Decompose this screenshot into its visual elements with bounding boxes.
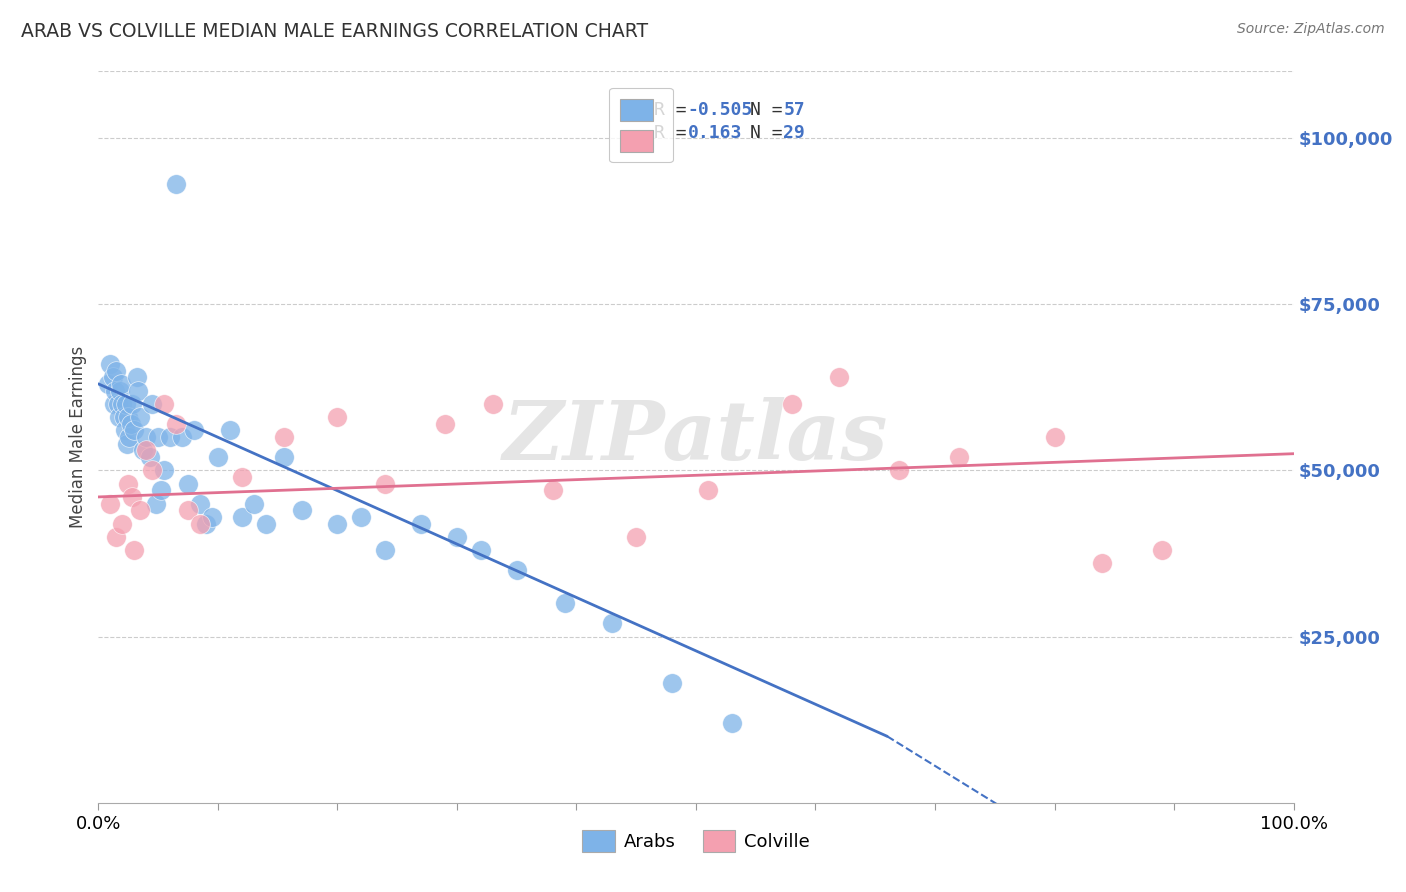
Point [231,509,253,524]
Point [98,497,122,511]
Point [1043,430,1066,444]
Point [188,497,211,511]
Text: -0.505: -0.505 [688,101,752,119]
Point [626,530,648,544]
Point [135,443,157,458]
Text: ARAB VS COLVILLE MEDIAN MALE EARNINGS CORRELATION CHART: ARAB VS COLVILLE MEDIAN MALE EARNINGS CO… [21,22,648,41]
Point [374,476,396,491]
Point [118,430,141,444]
Point [350,509,373,524]
Text: N =: N = [749,124,793,142]
Text: R =: R = [654,101,697,119]
Point [153,397,176,411]
Legend: Arabs, Colville: Arabs, Colville [575,823,817,860]
Point [183,424,205,438]
Point [121,397,143,411]
Point [141,397,163,411]
Point [207,450,229,464]
Point [326,410,349,425]
Point [165,417,187,431]
Point [107,397,129,411]
Point [104,384,127,398]
Point [97,376,120,391]
Point [506,563,529,577]
Point [326,516,349,531]
Point [172,430,194,444]
Point [127,384,149,398]
Point [112,410,135,425]
Point [254,516,277,531]
Point [114,424,136,438]
Point [481,397,505,411]
Text: 29: 29 [783,124,806,142]
Point [148,430,170,444]
Point [889,463,911,477]
Point [115,436,138,450]
Point [121,490,143,504]
Point [554,596,576,610]
Point [177,503,200,517]
Point [948,450,970,464]
Point [231,470,253,484]
Point [145,497,167,511]
Point [177,476,200,491]
Point [129,503,152,517]
Point [828,370,851,384]
Point [115,397,138,411]
Point [129,410,152,425]
Point [661,676,683,690]
Point [411,516,433,531]
Point [374,543,396,558]
Point [219,424,242,438]
Point [101,370,124,384]
Point [111,516,134,531]
Text: N =: N = [749,101,793,119]
Text: ZIPatlas: ZIPatlas [503,397,889,477]
Point [273,450,295,464]
Point [139,450,162,464]
Point [98,357,122,371]
Point [120,417,142,431]
Point [125,370,148,384]
Point [108,384,131,398]
Point [434,417,457,431]
Point [291,503,314,517]
Point [243,497,266,511]
Point [165,178,187,192]
Point [470,543,492,558]
Point [149,483,172,498]
Point [721,716,744,731]
Point [201,509,224,524]
Point [141,463,163,477]
Text: Source: ZipAtlas.com: Source: ZipAtlas.com [1237,22,1385,37]
Point [131,443,153,458]
Point [446,530,468,544]
Point [153,463,176,477]
Point [107,410,129,425]
Point [103,397,125,411]
Point [117,410,139,425]
Point [105,530,128,544]
Point [541,483,564,498]
Point [111,397,134,411]
Point [105,363,128,377]
Point [110,376,132,391]
Point [188,516,211,531]
Point [273,430,295,444]
Point [697,483,720,498]
Point [1152,543,1174,558]
Point [1091,557,1114,571]
Point [195,516,218,531]
Y-axis label: Median Male Earnings: Median Male Earnings [69,346,87,528]
Point [602,616,624,631]
Point [124,543,146,558]
Point [159,430,181,444]
Point [124,424,146,438]
Text: 57: 57 [783,101,806,119]
Point [135,430,157,444]
Text: 0.163: 0.163 [688,124,742,142]
Point [780,397,803,411]
Text: R =: R = [654,124,697,142]
Point [117,476,139,491]
